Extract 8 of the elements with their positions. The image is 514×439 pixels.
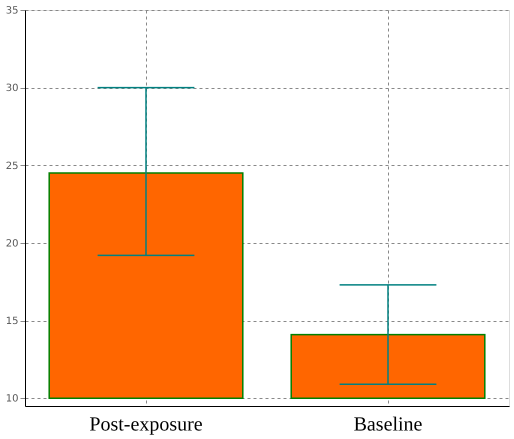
y-tick-label: 30	[6, 83, 18, 94]
x-tick-label: Post-exposure	[89, 414, 203, 436]
y-tick-label: 20	[6, 238, 18, 250]
y-tick-label: 35	[6, 6, 18, 16]
x-tick-label: Baseline	[354, 414, 423, 436]
y-tick-label: 25	[6, 160, 18, 172]
y-tick-label: 10	[6, 394, 18, 405]
y-tick-label: 15	[6, 316, 18, 328]
